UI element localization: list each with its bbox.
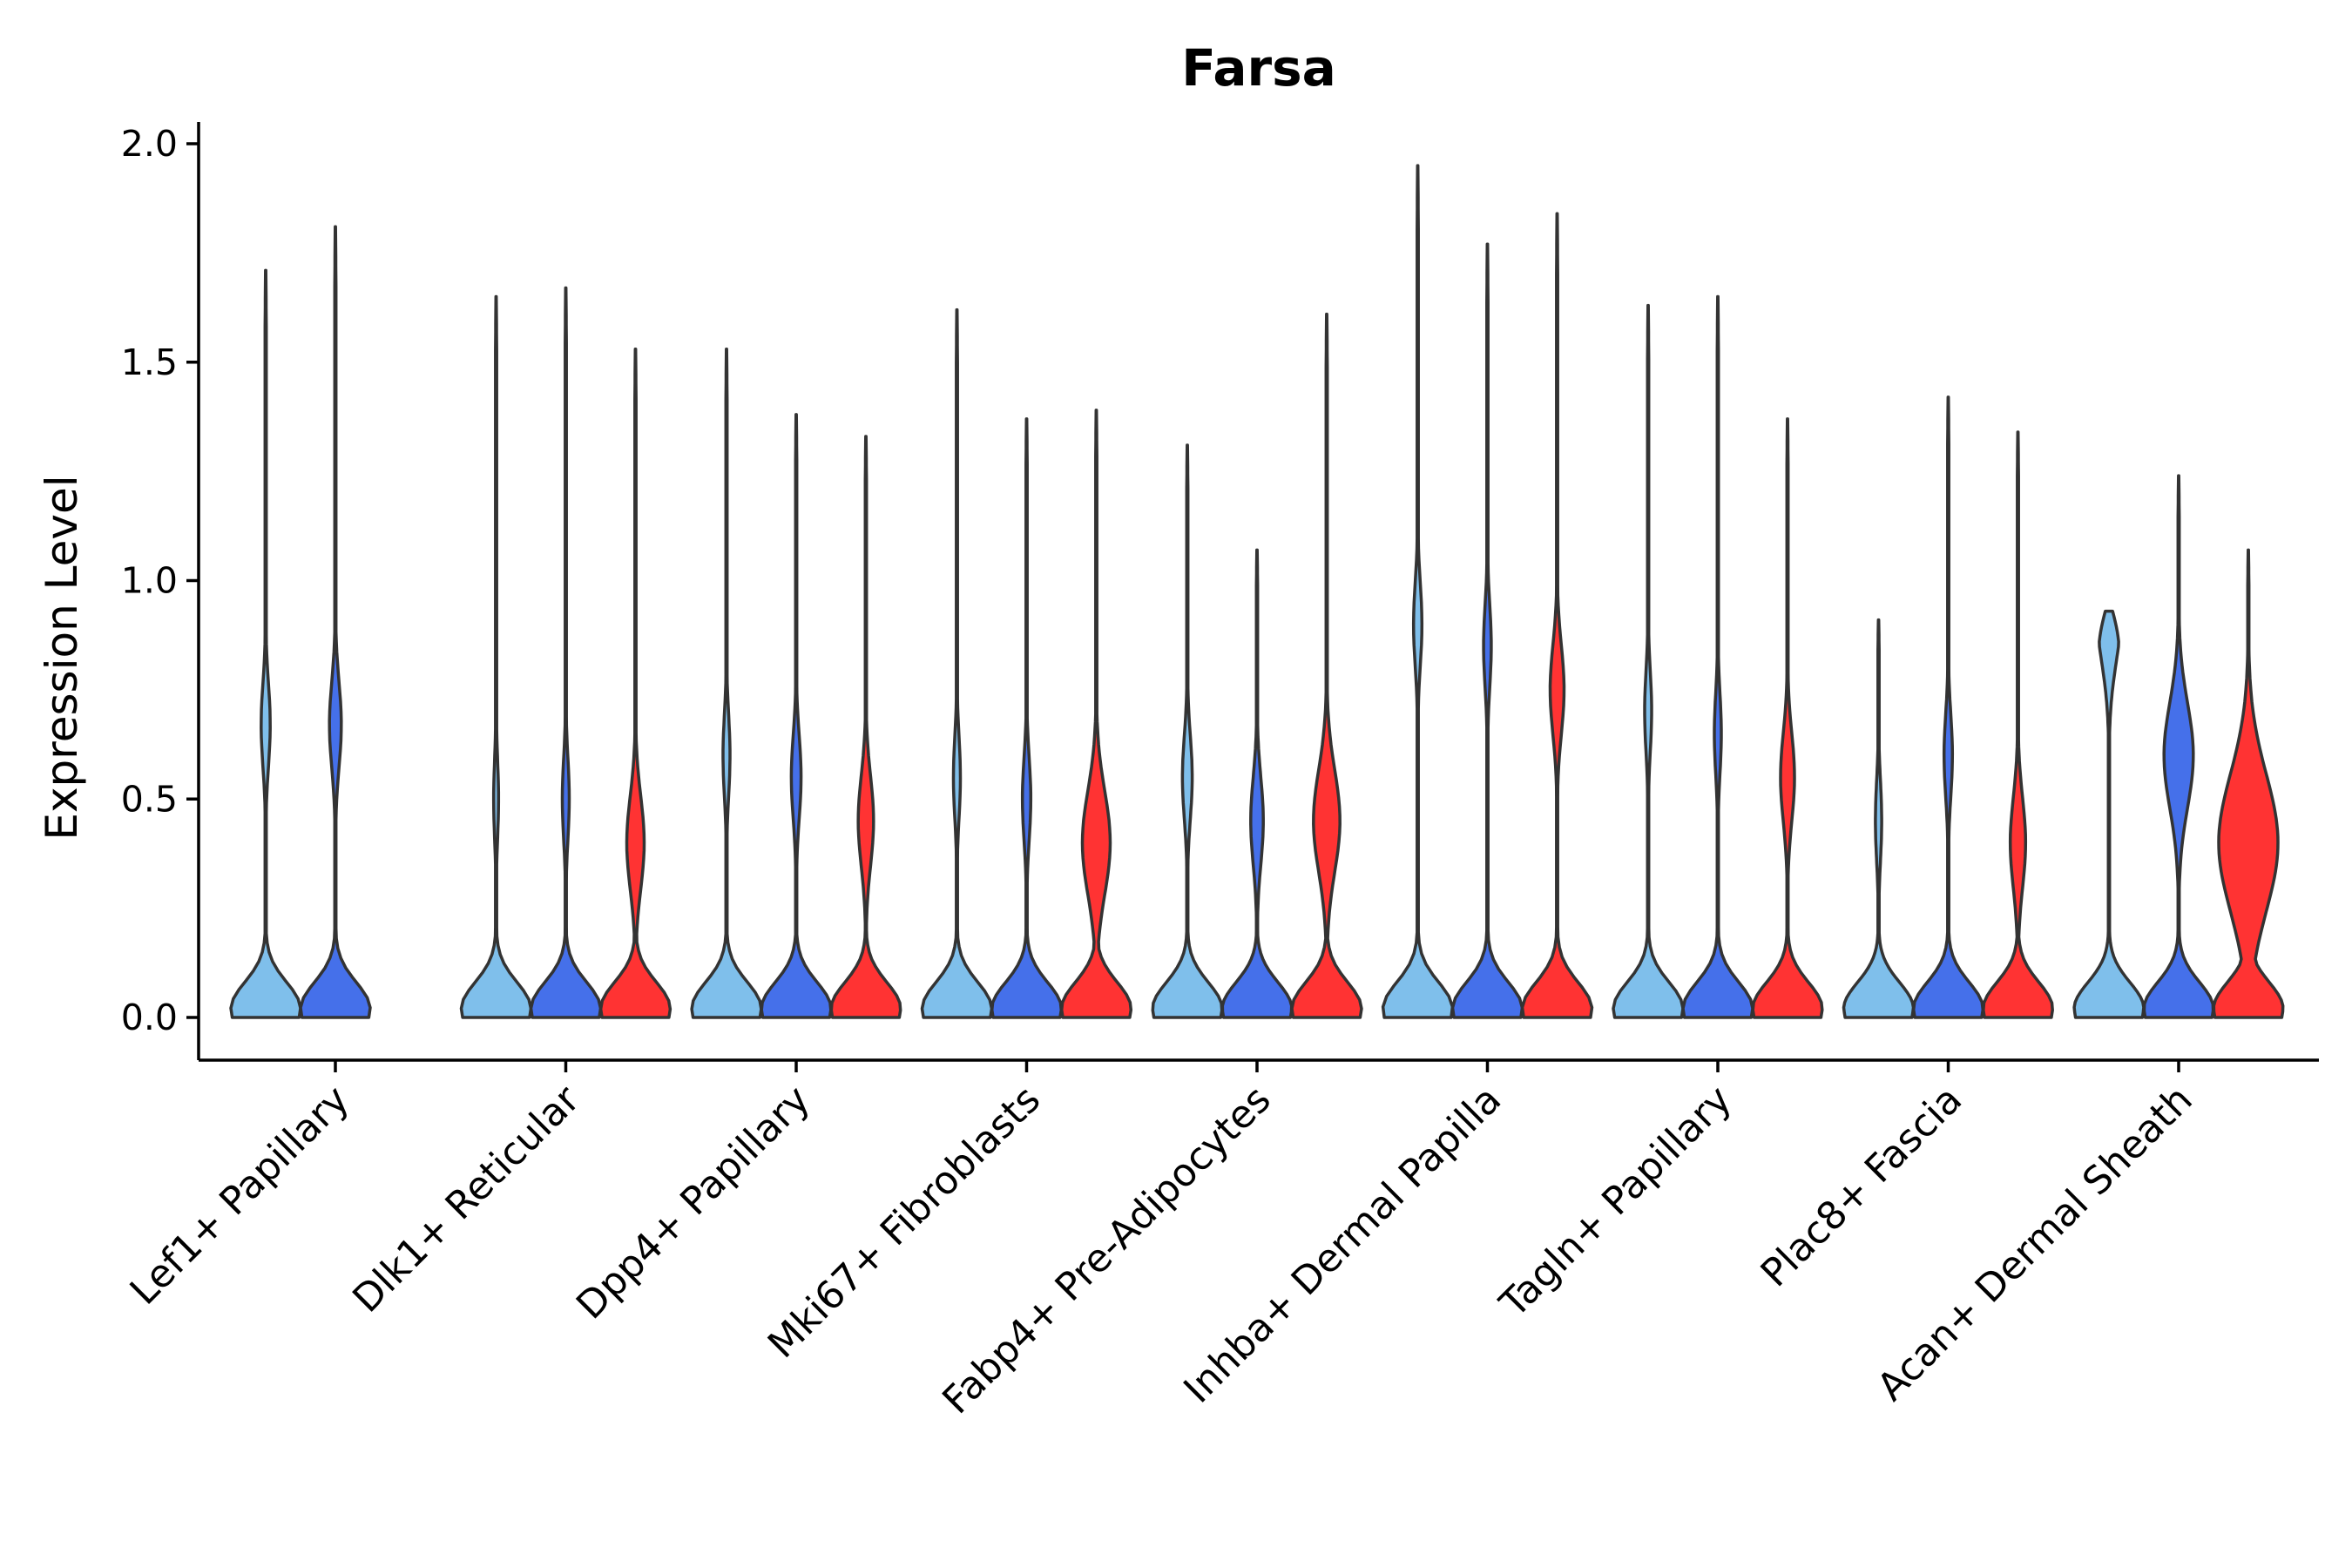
violin-2-lef1-papillary [299,225,372,1019]
x-tick-label: Dlk1+ Reticular [344,1077,589,1321]
violin-1-mki67-fibroblasts [920,308,994,1019]
chart-title: Farsa [1181,38,1336,98]
violin-1-tagln-papillary [1612,303,1685,1019]
y-tick-label: 0.0 [121,997,178,1038]
violin-2-fabp4-pre-adipocytes [1220,548,1294,1019]
violin-1-fabp4-pre-adipocytes [1151,443,1224,1019]
violin-2-dlk1-reticular [529,286,603,1019]
violin-3-inhba-dermal-papilla [1520,212,1594,1019]
violin-1-acan-dermal-sheath [2072,609,2146,1019]
violin-2-plac8-fascia [1911,395,1985,1019]
y-axis-title: Expression Level [37,475,87,840]
violin-2-tagln-papillary [1681,294,1754,1019]
x-tick-label: Dpp4+ Papillary [568,1078,819,1328]
x-tick-label: Lef1+ Papillary [122,1078,358,1314]
violin-1-inhba-dermal-papilla [1381,164,1455,1019]
violin-1-lef1-papillary [229,268,302,1019]
violin-3-fabp4-pre-adipocytes [1290,312,1363,1019]
violin-2-acan-dermal-sheath [2142,474,2215,1019]
violin-3-dpp4-papillary [829,435,902,1019]
y-tick-label: 1.5 [121,341,178,383]
y-tick-label: 2.0 [121,123,178,165]
y-tick-label: 0.5 [121,778,178,820]
violin-3-plac8-fascia [1982,430,2054,1019]
violin-3-dlk1-reticular [598,347,672,1019]
violins-group [229,164,2285,1019]
violin-2-dpp4-papillary [760,413,833,1019]
violin-1-dlk1-reticular [459,294,533,1019]
violin-3-acan-dermal-sheath [2212,548,2285,1019]
x-tick-label: Tagln+ Papillary [1491,1078,1740,1327]
violin-3-mki67-fibroblasts [1059,409,1133,1019]
x-tick-label: Plac8+ Fascia [1753,1078,1971,1296]
violin-1-plac8-fascia [1842,618,1916,1019]
violin-1-dpp4-papillary [690,347,763,1019]
y-tick-label: 1.0 [121,560,178,602]
violin-2-inhba-dermal-papilla [1450,242,1524,1019]
violin-3-tagln-papillary [1751,417,1824,1019]
violin-2-mki67-fibroblasts [990,417,1064,1019]
